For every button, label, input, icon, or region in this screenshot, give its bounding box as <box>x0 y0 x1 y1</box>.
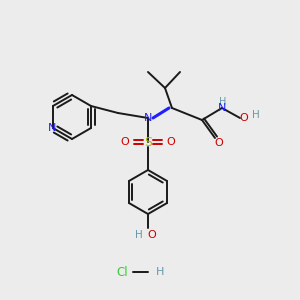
Text: H: H <box>156 267 164 277</box>
Text: H: H <box>219 97 227 107</box>
Text: H: H <box>252 110 260 120</box>
Text: Cl: Cl <box>116 266 128 278</box>
Text: S: S <box>144 136 152 148</box>
Text: O: O <box>240 113 248 123</box>
Text: N: N <box>218 103 226 113</box>
Text: O: O <box>214 138 224 148</box>
Text: H: H <box>135 230 143 240</box>
Text: O: O <box>167 137 176 147</box>
Text: O: O <box>121 137 129 147</box>
Text: N: N <box>48 123 56 133</box>
Text: N: N <box>144 113 152 123</box>
Text: O: O <box>148 230 156 240</box>
